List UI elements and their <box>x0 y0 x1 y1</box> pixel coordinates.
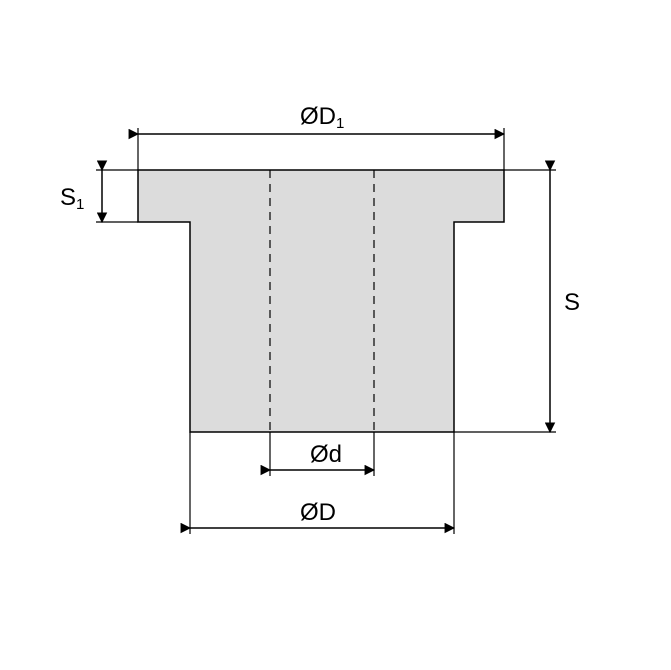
cross-section-shape <box>138 170 504 432</box>
label-D: ØD <box>300 499 336 526</box>
label-d: Ød <box>310 441 342 468</box>
bushing-diagram: ØD1 S1 S Ød ØD <box>0 0 671 670</box>
label-S: S <box>564 289 580 316</box>
label-S1: S1 <box>60 184 84 213</box>
label-D1: ØD1 <box>300 103 344 132</box>
